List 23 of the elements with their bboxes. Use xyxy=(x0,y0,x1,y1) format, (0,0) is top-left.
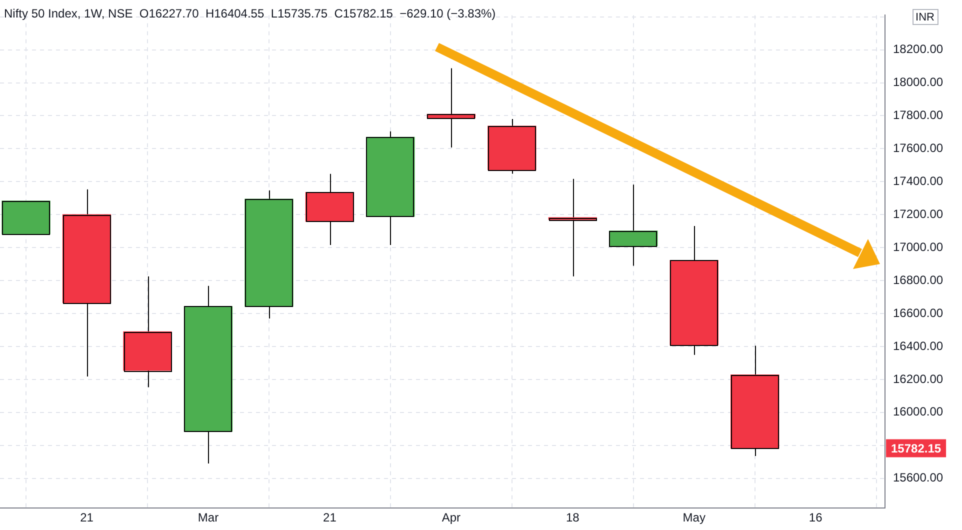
text: 15782.15 xyxy=(890,442,942,456)
y-tick-label: 16600.00 xyxy=(893,306,944,320)
x-tick-label: Apr xyxy=(442,510,461,525)
y-tick-label: 15600.00 xyxy=(893,470,944,485)
x-tick-label: 21 xyxy=(80,510,94,525)
x-tick-label: Mar xyxy=(198,510,219,525)
y-tick-label: 16200.00 xyxy=(893,372,944,386)
y-tick-label: 17200.00 xyxy=(893,206,944,221)
y-tick-label: 18200.00 xyxy=(893,42,944,56)
chart-title: Nifty 50 Index, 1W, NSE O16227.70 H16404.55 L15735.75 C15782.15 −629.10 (−3.83%) xyxy=(4,6,496,20)
y-tick-label: 17800.00 xyxy=(893,108,944,122)
y-tick-label: 16400.00 xyxy=(893,338,944,353)
x-tick-label: 16 xyxy=(808,510,823,525)
x-tick-label: May xyxy=(682,510,706,525)
y-tick-label: 17600.00 xyxy=(893,141,944,156)
y-tick-label: 18000.00 xyxy=(893,75,944,90)
y-tick-label: 17000.00 xyxy=(893,240,944,254)
y-tick-label: 17400.00 xyxy=(893,174,944,188)
y-tick-label: 16800.00 xyxy=(893,272,944,287)
y-tick-label: 16000.00 xyxy=(893,404,944,419)
x-tick-label: 18 xyxy=(566,510,580,525)
x-tick-label: 21 xyxy=(323,510,337,525)
y-axis-title: INR xyxy=(916,12,935,24)
